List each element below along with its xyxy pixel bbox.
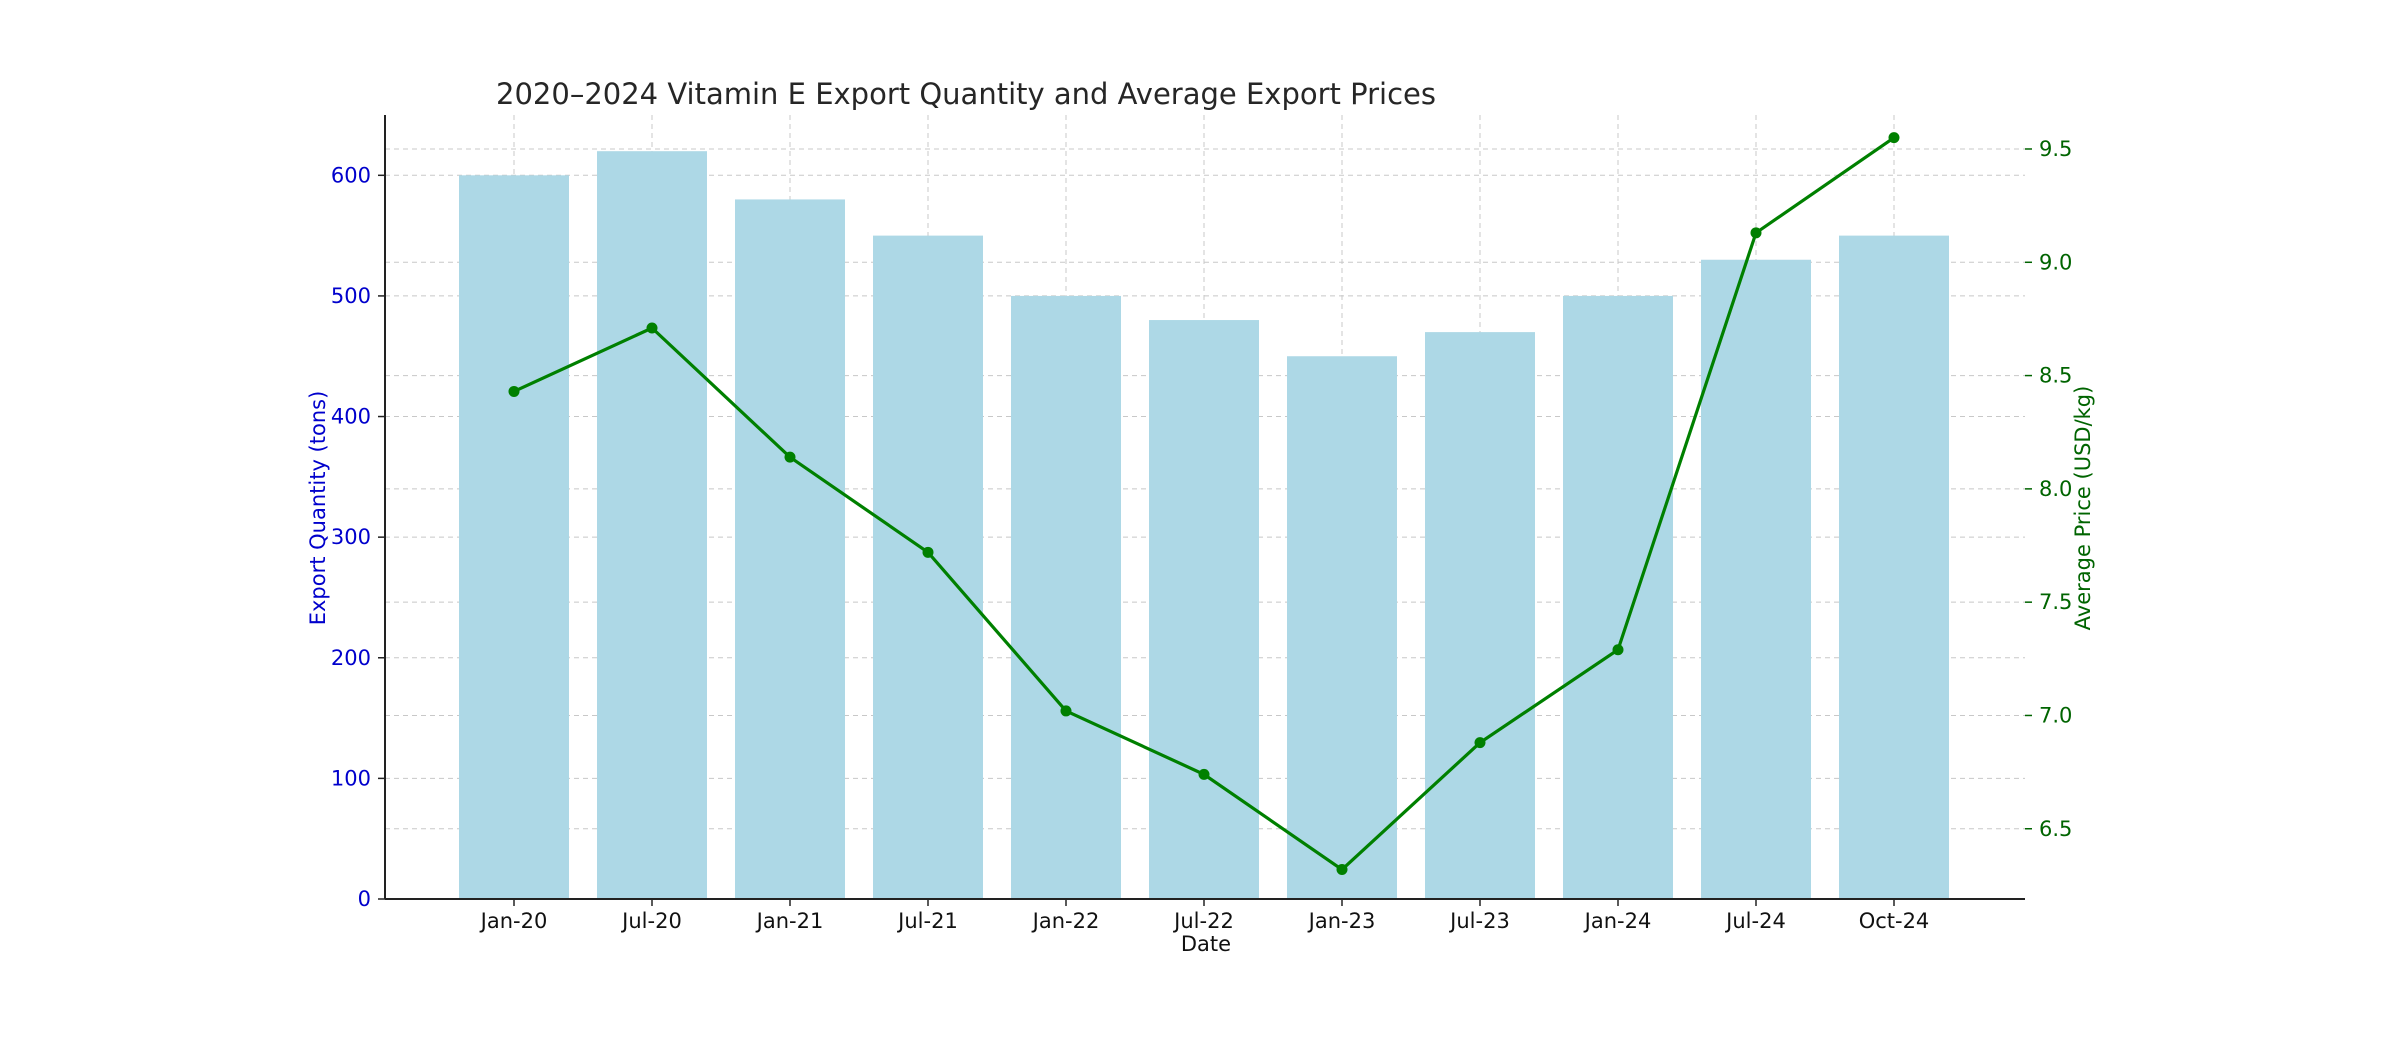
right-tick-label: 6.5 xyxy=(2039,817,2072,841)
price-point-jan-22 xyxy=(1060,705,1072,717)
bar-jan-23 xyxy=(1287,356,1397,899)
price-point-jan-23 xyxy=(1336,864,1348,876)
bar-jul-23 xyxy=(1425,332,1535,900)
bar-jan-22 xyxy=(1011,295,1121,899)
chart-title: 2020–2024 Vitamin E Export Quantity and … xyxy=(496,77,1436,111)
price-point-oct-24 xyxy=(1888,132,1900,144)
right-tick-label: 9.0 xyxy=(2039,250,2072,274)
bar-jan-20 xyxy=(459,175,569,900)
right-tick-label: 7.5 xyxy=(2039,590,2072,614)
bar-series xyxy=(459,151,1949,900)
left-tick-label: 500 xyxy=(331,284,371,308)
right-tick-label: 9.5 xyxy=(2039,137,2072,161)
bar-jul-21 xyxy=(873,235,983,900)
axes: 0 100 200 300 400 500 600 6.5 7.0 7.5 8.0 8.5 9.0 9.5… xyxy=(331,115,2072,933)
price-point-jan-24 xyxy=(1612,644,1624,656)
price-point-jul-22 xyxy=(1198,768,1210,780)
right-tick-label: 7.0 xyxy=(2039,703,2072,727)
left-tick-label: 300 xyxy=(331,525,371,549)
x-tick-label: Jan-23 xyxy=(1307,909,1376,933)
x-tick-label: Jul-22 xyxy=(1172,909,1234,933)
left-tick-label: 100 xyxy=(331,766,371,790)
x-tick-label: Jul-24 xyxy=(1724,909,1786,933)
x-tick-label: Jul-23 xyxy=(1448,909,1510,933)
price-point-jan-20 xyxy=(508,385,520,397)
bar-jul-24 xyxy=(1701,259,1811,899)
x-tick-label: Jan-21 xyxy=(755,909,824,933)
x-tick-label: Jan-22 xyxy=(1031,909,1100,933)
price-point-jul-23 xyxy=(1474,737,1486,749)
x-tick-label: Jul-21 xyxy=(896,909,958,933)
left-tick-label: 400 xyxy=(331,405,371,429)
x-tick-label: Jan-24 xyxy=(1583,909,1652,933)
bar-oct-24 xyxy=(1839,235,1949,900)
x-tick-label: Jul-20 xyxy=(620,909,682,933)
price-line-series xyxy=(508,132,1900,876)
price-point-jul-20 xyxy=(646,322,658,334)
left-tick-label: 0 xyxy=(358,887,371,911)
left-axis-label: Export Quantity (tons) xyxy=(306,391,330,626)
left-tick-label: 600 xyxy=(331,163,371,187)
x-axis-label: Date xyxy=(1181,932,1231,956)
bar-jan-21 xyxy=(735,199,845,899)
right-tick-label: 8.0 xyxy=(2039,477,2072,501)
right-tick-label: 8.5 xyxy=(2039,364,2072,388)
bar-jul-22 xyxy=(1149,320,1259,899)
price-point-jan-21 xyxy=(784,451,796,463)
price-point-jul-21 xyxy=(922,546,934,558)
price-point-jul-24 xyxy=(1750,227,1762,239)
left-tick-label: 200 xyxy=(331,646,371,670)
x-tick-label: Oct-24 xyxy=(1859,909,1930,933)
x-tick-label: Jan-20 xyxy=(479,909,548,933)
bar-jul-20 xyxy=(597,151,707,899)
bar-jan-24 xyxy=(1563,295,1673,899)
right-axis-label: Average Price (USD/kg) xyxy=(2071,386,2095,631)
